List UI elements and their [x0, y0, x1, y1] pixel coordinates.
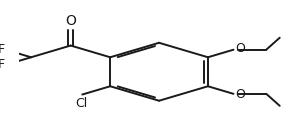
Text: O: O	[65, 14, 76, 28]
Text: Cl: Cl	[75, 97, 87, 110]
Text: F: F	[0, 43, 5, 56]
Text: O: O	[236, 88, 246, 101]
Text: F: F	[0, 58, 5, 71]
Text: O: O	[236, 43, 246, 55]
